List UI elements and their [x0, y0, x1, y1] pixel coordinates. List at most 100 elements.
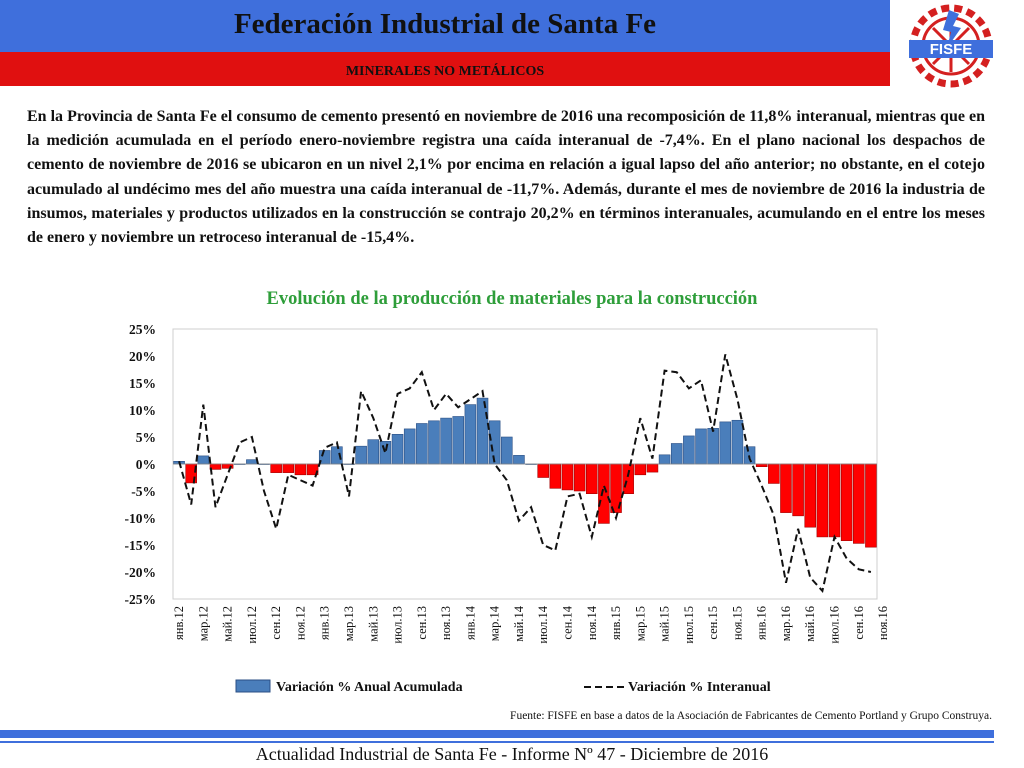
bar — [428, 420, 440, 465]
legend: Variación % Anual Acumulada Variación % … — [235, 679, 771, 695]
footer-text: Actualidad Industrial de Santa Fe - Info… — [255, 744, 769, 764]
x-tick-label: янв.14 — [463, 605, 477, 640]
x-tick-label: мар.16 — [779, 606, 793, 641]
bar — [476, 397, 489, 465]
section-subtitle: MINERALES NO METÁLICOS — [345, 64, 545, 79]
bar — [355, 445, 367, 465]
bar — [294, 463, 307, 476]
y-tick-label: -25% — [125, 592, 157, 607]
y-tick-label: 10% — [129, 403, 156, 418]
y-tick-label: 20% — [129, 349, 156, 364]
bar — [731, 419, 744, 465]
lightning-icon — [943, 10, 961, 48]
legend-swatch-bar — [235, 679, 271, 693]
bar — [452, 416, 465, 465]
bar — [573, 463, 586, 492]
bar — [683, 435, 695, 465]
x-tick-label: июл.15 — [682, 606, 696, 644]
y-tick-label: -10% — [125, 511, 157, 526]
bar — [695, 428, 707, 465]
bar — [670, 443, 683, 465]
chart-title: Evolución de la producción de materiales… — [266, 289, 758, 309]
x-tick-label: мар.13 — [342, 606, 356, 641]
x-tick-label: май.13 — [366, 606, 380, 642]
fisfe-logo: FISFE — [909, 4, 993, 88]
x-tick-label: сен.14 — [560, 605, 574, 639]
bar — [488, 420, 501, 465]
x-tick-label: сен.13 — [415, 606, 429, 640]
bar — [646, 463, 659, 473]
bar — [792, 463, 804, 517]
x-tick-label: сен.15 — [706, 606, 720, 640]
bar — [585, 463, 598, 495]
header-blue-band — [0, 0, 890, 52]
legend-label-line: Variación % Interanual — [628, 680, 771, 695]
x-tick-label: янв.16 — [755, 606, 769, 640]
bar — [804, 463, 817, 528]
bar — [658, 454, 671, 465]
bar — [707, 428, 719, 465]
logo-text: FISFE — [930, 41, 973, 58]
x-tick-label: июл.14 — [536, 605, 550, 643]
bar — [743, 446, 756, 465]
x-tick-label: янв.15 — [609, 606, 623, 640]
bar — [246, 459, 258, 465]
x-axis: янв.12 мар.12 май.12 июл.12 сен.12 ноя.12 янв.… — [172, 605, 890, 643]
x-tick-label: мар.14 — [488, 605, 502, 641]
bar-series — [173, 397, 877, 548]
bar — [768, 463, 780, 484]
x-tick-label: май.14 — [512, 605, 526, 641]
y-axis: 25% 20% 15% 10% 5% 0% -5% -10% -15% -20% -25% — [125, 322, 157, 607]
bar — [780, 463, 792, 513]
bar — [853, 463, 865, 544]
line-series — [178, 354, 872, 594]
x-tick-label: ноя.16 — [876, 606, 890, 640]
footer-blue-band — [0, 730, 994, 738]
x-tick-label: май.12 — [221, 606, 235, 642]
x-tick-label: ноя.12 — [293, 606, 307, 640]
x-tick-label: ноя.15 — [730, 606, 744, 640]
bar — [537, 463, 549, 478]
x-tick-label: июл.13 — [391, 606, 405, 644]
x-tick-label: мар.12 — [196, 606, 210, 641]
y-tick-label: 0% — [136, 457, 156, 472]
y-tick-label: -20% — [125, 565, 157, 580]
x-tick-label: сен.16 — [852, 606, 866, 640]
legend-label-bar: Variación % Anual Acumulada — [276, 680, 463, 695]
x-tick-label: май.15 — [658, 606, 672, 642]
bar — [561, 463, 574, 491]
bar — [440, 417, 452, 465]
x-tick-label: июл.16 — [828, 606, 842, 644]
x-tick-label: май.16 — [803, 606, 817, 642]
x-tick-label: сен.12 — [269, 606, 283, 640]
bar — [416, 423, 428, 465]
bar — [865, 463, 877, 548]
source-note: Fuente: FISFE en base a datos de la Asoc… — [510, 710, 992, 722]
bar — [282, 463, 295, 473]
y-tick-label: -15% — [125, 538, 157, 553]
header-red-band — [0, 52, 890, 86]
x-tick-label: июл.12 — [245, 606, 259, 644]
x-tick-label: ноя.13 — [439, 606, 453, 640]
bar — [598, 463, 610, 524]
y-tick-label: 15% — [129, 376, 156, 391]
bar — [403, 428, 416, 465]
bar — [719, 421, 732, 465]
page-title: Federación Industrial de Santa Fe — [233, 8, 657, 40]
y-tick-label: 25% — [129, 322, 156, 337]
x-tick-label: мар.15 — [633, 606, 647, 641]
footer-blue-line — [0, 741, 994, 743]
intro-paragraph: En la Provincia de Santa Fe el consumo d… — [27, 108, 985, 247]
bar — [501, 436, 513, 465]
y-tick-label: -5% — [131, 484, 156, 499]
bar — [634, 463, 647, 476]
y-tick-label: 5% — [136, 430, 156, 445]
bar — [391, 433, 404, 465]
bar — [828, 463, 841, 538]
bar — [367, 439, 380, 465]
bar — [755, 463, 768, 467]
x-tick-label: ноя.14 — [585, 605, 599, 640]
bar — [270, 463, 282, 473]
bar — [840, 463, 853, 541]
